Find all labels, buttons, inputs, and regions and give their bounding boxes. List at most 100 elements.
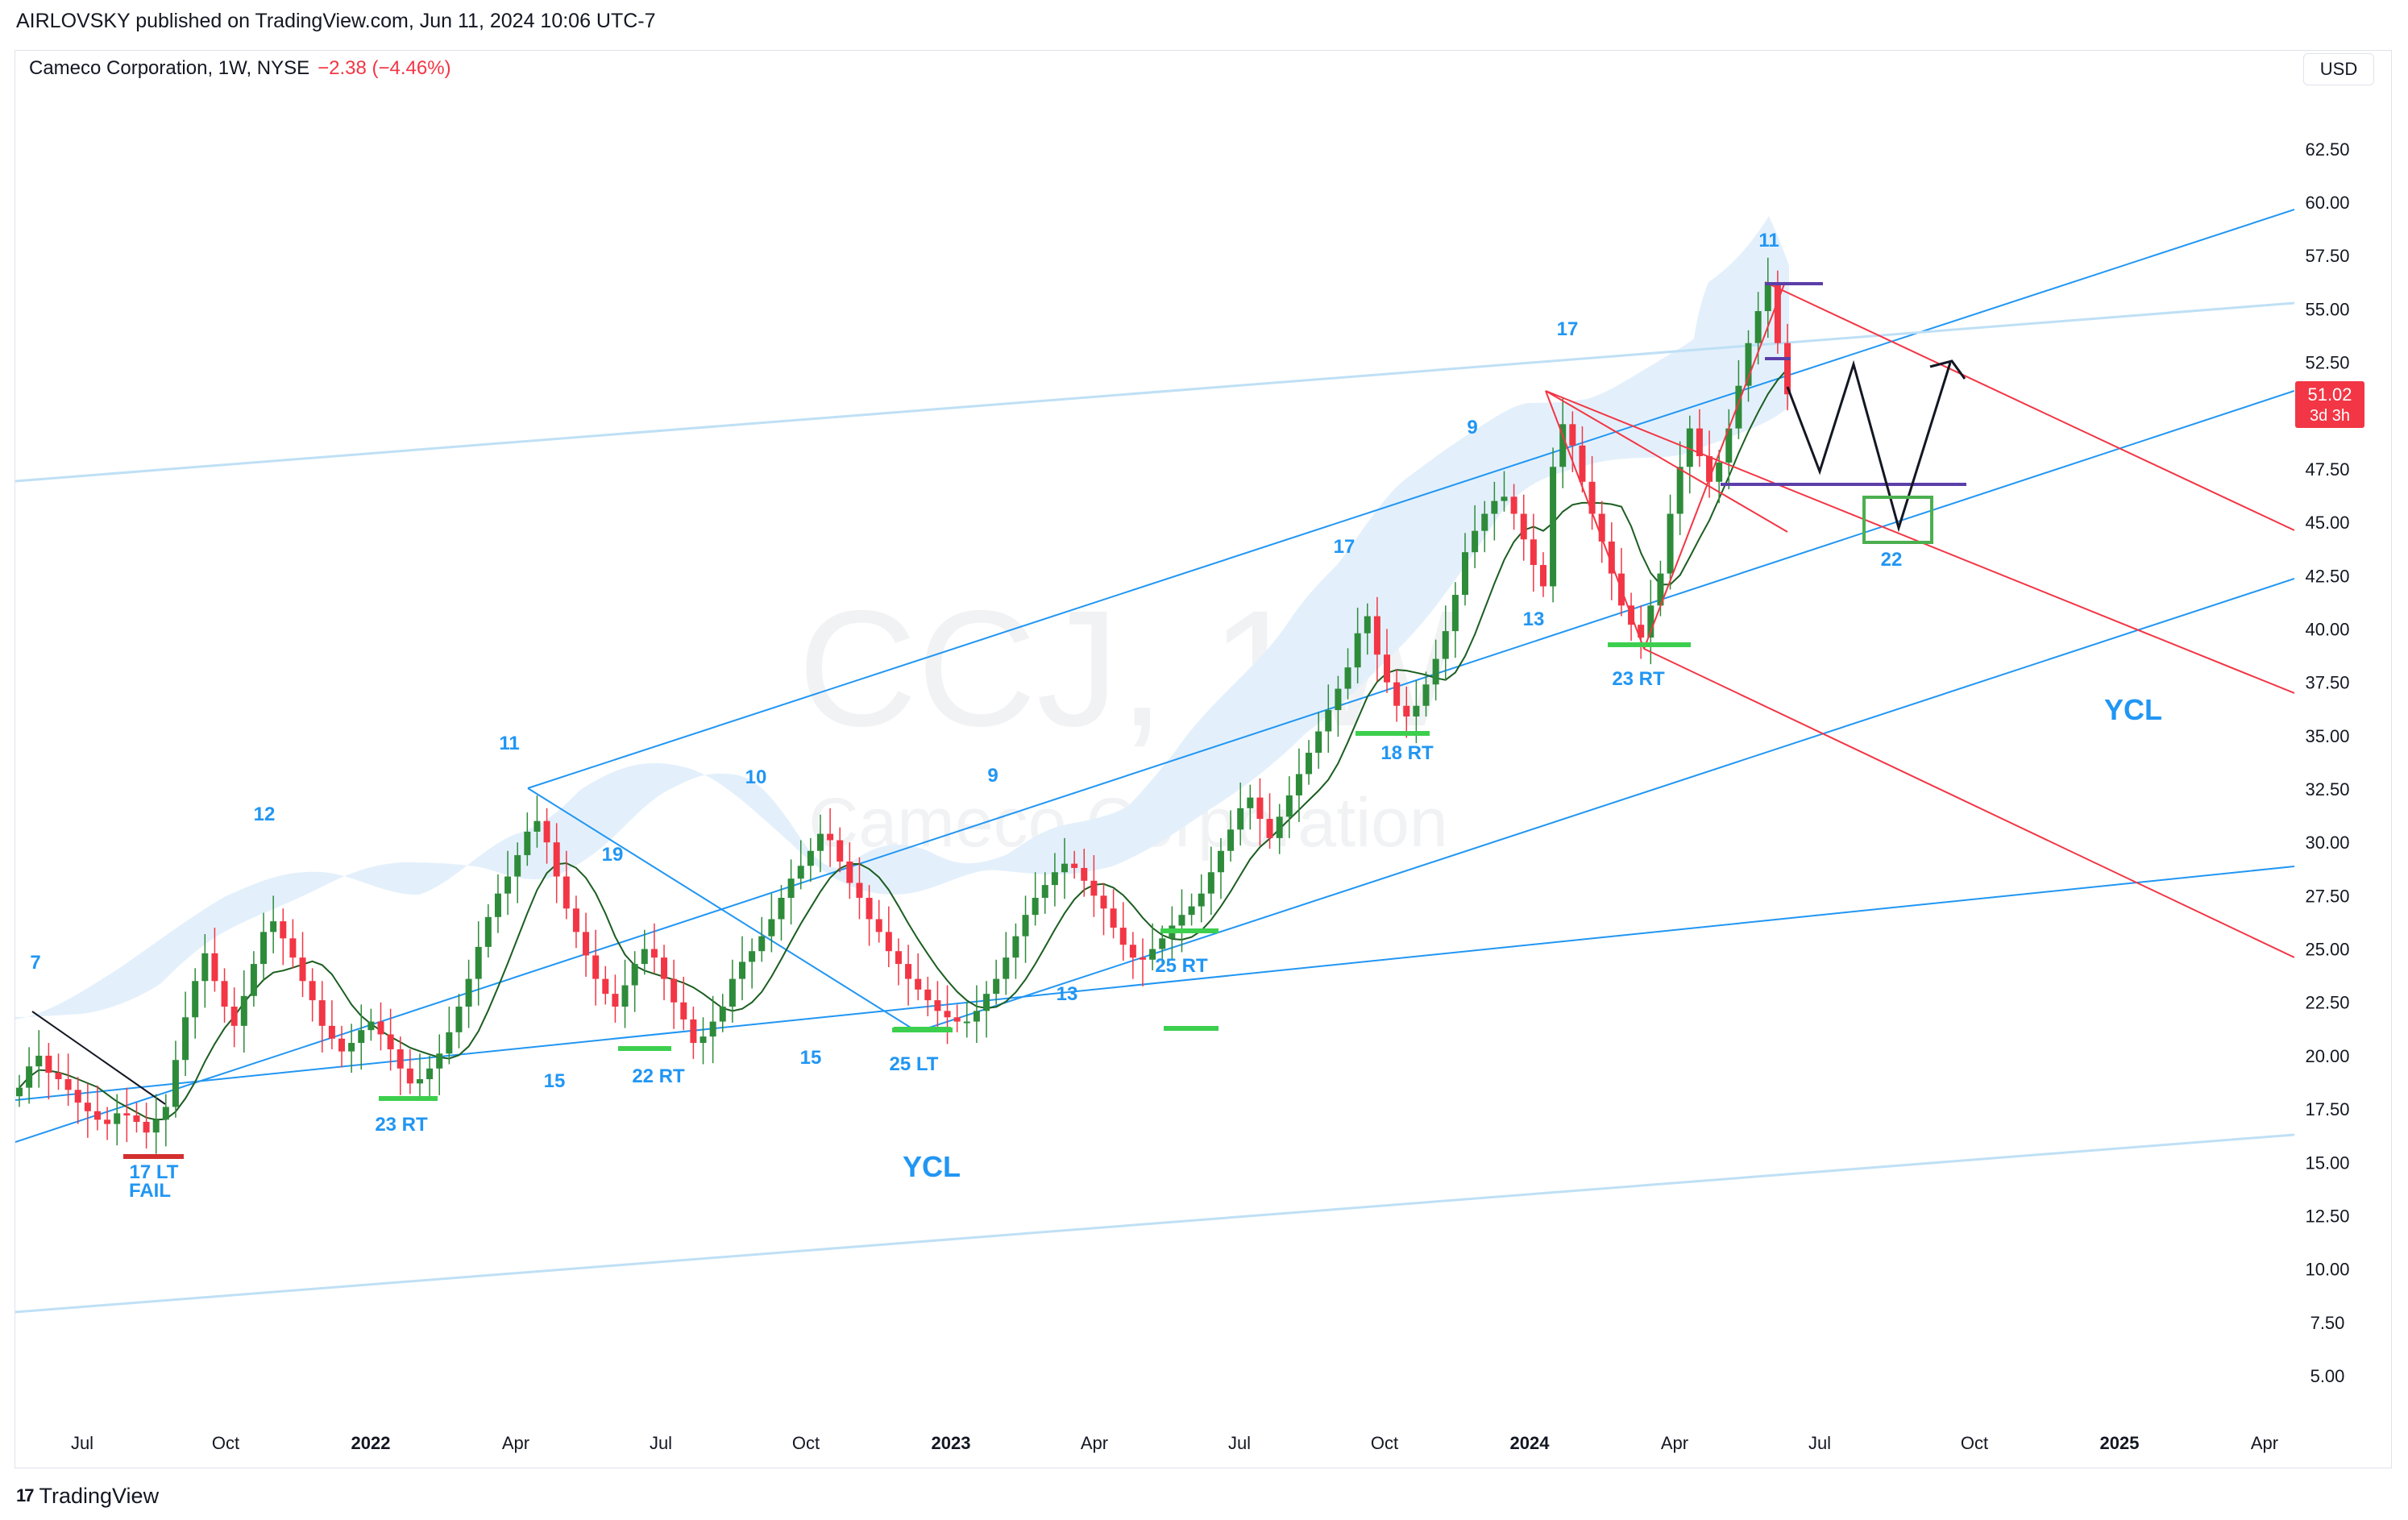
candle-body bbox=[1735, 385, 1742, 429]
moving-average-line bbox=[19, 368, 1788, 1121]
candle-body bbox=[827, 833, 834, 841]
candle-body bbox=[192, 981, 199, 1018]
cycle-label: FAIL bbox=[129, 1180, 171, 1202]
symbol-legend[interactable]: Cameco Corporation, 1W, NYSE −2.38 (−4.46… bbox=[29, 57, 451, 80]
candle-body bbox=[416, 1079, 423, 1084]
candle-body bbox=[1071, 863, 1078, 868]
ycl-label: YCL bbox=[2104, 693, 2162, 726]
candle-body bbox=[1442, 631, 1449, 659]
candle-body bbox=[563, 876, 570, 909]
candle-body bbox=[1676, 467, 1684, 514]
candle-body bbox=[318, 1000, 326, 1026]
time-tick-label: 2025 bbox=[2100, 1433, 2140, 1453]
candle-body bbox=[387, 1034, 394, 1049]
fork-line bbox=[1643, 648, 2294, 958]
cycle-labels: 7 12 11 19 10 9 17 9 17 11 15 22 RT 15 25 LT 13 25 RT 18… bbox=[30, 230, 2162, 1202]
cycle-label: 15 bbox=[800, 1047, 822, 1069]
candle-body bbox=[211, 953, 218, 982]
candle-body bbox=[1012, 936, 1019, 958]
price-axis[interactable]: 62.5060.0057.5055.0052.5050.0047.5045.00… bbox=[2305, 139, 2349, 1386]
last-price-value: 51.02 bbox=[2307, 384, 2352, 405]
diagonal-line bbox=[527, 787, 918, 1032]
candle-body bbox=[1696, 428, 1703, 457]
candle-body bbox=[915, 978, 922, 990]
time-tick-label: Jul bbox=[1228, 1433, 1251, 1453]
candle-body bbox=[475, 946, 482, 979]
candle-body bbox=[348, 1043, 355, 1052]
candle-body bbox=[953, 1017, 961, 1022]
candle-body bbox=[338, 1038, 346, 1052]
candle-body bbox=[524, 831, 531, 856]
price-tick-label: 52.50 bbox=[2305, 353, 2349, 373]
cycle-label: 25 RT bbox=[1155, 955, 1208, 977]
candle-body bbox=[250, 964, 257, 996]
fork-line bbox=[1764, 281, 2294, 531]
cycle-label: 17 bbox=[1334, 536, 1356, 558]
candle-body bbox=[16, 1087, 23, 1097]
candle-body bbox=[807, 850, 814, 866]
time-tick-label: 2023 bbox=[932, 1433, 971, 1453]
candle-body bbox=[465, 978, 472, 1007]
candle-body bbox=[1754, 311, 1762, 343]
time-tick-label: Oct bbox=[1961, 1433, 1988, 1453]
candle-body bbox=[1451, 595, 1459, 632]
candle-body bbox=[514, 855, 521, 877]
candle-body bbox=[846, 862, 853, 883]
candle-body bbox=[1139, 957, 1146, 960]
candle-body bbox=[758, 936, 766, 952]
candle-body bbox=[494, 893, 501, 917]
candle-body bbox=[1344, 667, 1351, 689]
candle-body bbox=[1227, 829, 1235, 851]
time-axis[interactable]: Jul Oct 2022 Apr Jul Oct 2023 Apr Jul Oct 2024 Apr J… bbox=[71, 1433, 2278, 1453]
candle-body bbox=[738, 961, 745, 979]
candle-body bbox=[1129, 945, 1136, 958]
cycle-label: 10 bbox=[745, 766, 767, 788]
candle-body bbox=[93, 1111, 101, 1120]
candle-body bbox=[612, 994, 619, 1007]
candle-body bbox=[1285, 795, 1293, 817]
candle-body bbox=[1178, 915, 1185, 926]
candle-body bbox=[621, 985, 629, 1007]
candle-body bbox=[143, 1121, 150, 1133]
price-tick-label: 25.00 bbox=[2305, 940, 2349, 960]
candle-body bbox=[328, 1025, 335, 1039]
candle-body bbox=[1530, 539, 1537, 566]
candle-body bbox=[1716, 462, 1723, 482]
candle-body bbox=[1081, 867, 1088, 881]
candle-body bbox=[1217, 850, 1224, 873]
price-tick-label: 22.50 bbox=[2305, 993, 2349, 1013]
price-tick-label: 10.00 bbox=[2305, 1260, 2349, 1280]
candle-body bbox=[230, 1007, 238, 1026]
candle-body bbox=[260, 932, 268, 965]
candle-body bbox=[280, 921, 287, 939]
candle-body bbox=[152, 1119, 160, 1133]
footer-brand-text: TradingView bbox=[39, 1483, 160, 1508]
drawings bbox=[123, 281, 2294, 1159]
currency-button[interactable]: USD bbox=[2303, 53, 2374, 85]
candle-body bbox=[396, 1049, 404, 1069]
time-tick-label: Jul bbox=[71, 1433, 93, 1453]
price-tick-label: 57.50 bbox=[2305, 246, 2349, 266]
channel-line-upper-light bbox=[15, 866, 2294, 1101]
candle-body bbox=[367, 1021, 375, 1031]
price-tick-label: 20.00 bbox=[2305, 1046, 2349, 1066]
candle-body bbox=[114, 1113, 121, 1124]
target-box bbox=[1862, 496, 1933, 544]
price-tick-label: 32.50 bbox=[2305, 779, 2349, 799]
candle-body bbox=[895, 951, 902, 965]
candle-body bbox=[866, 898, 873, 920]
price-tick-label: 35.00 bbox=[2305, 726, 2349, 746]
plot-area[interactable]: CCJ, 1W Cameco Corporation 7121119109179… bbox=[15, 209, 2294, 1314]
price-tick-label: 62.50 bbox=[2305, 139, 2349, 160]
candle-body bbox=[1373, 616, 1380, 655]
downtrend-line bbox=[31, 1011, 166, 1105]
cycle-label: 23 RT bbox=[1612, 668, 1665, 690]
publish-header: AIRLOVSKY published on TradingView.com, … bbox=[0, 0, 2408, 50]
candle-body bbox=[944, 1011, 951, 1018]
cycle-label: 23 RT bbox=[375, 1114, 428, 1136]
candle-body bbox=[270, 921, 277, 932]
candle-body bbox=[123, 1113, 131, 1116]
candle-body bbox=[963, 1021, 970, 1024]
candle-body bbox=[1588, 481, 1596, 514]
